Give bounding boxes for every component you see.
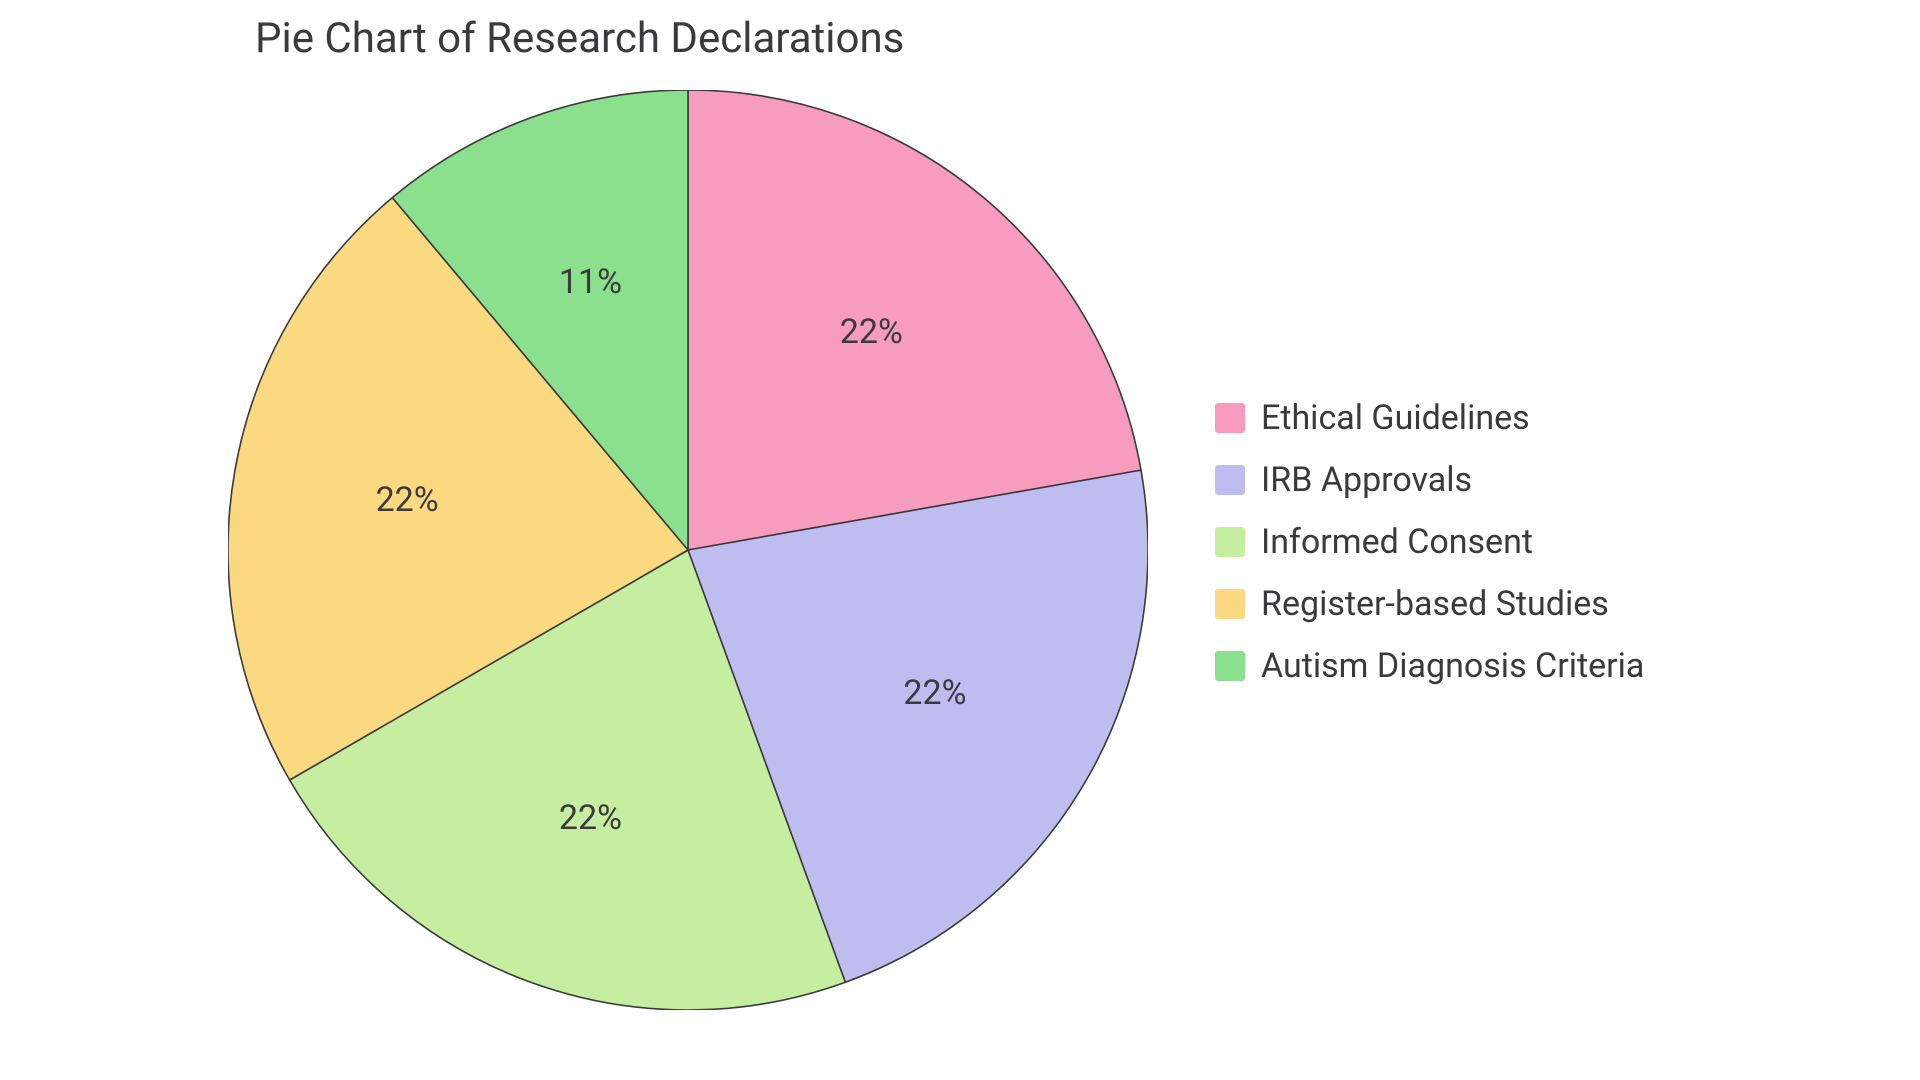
pie-container: 22% 22% 22% 22% 11% [228,90,1148,1010]
pie-slice [688,90,1141,550]
pie-slice-label: 11% [559,262,622,302]
legend-swatch [1215,527,1245,557]
legend-label: Informed Consent [1261,522,1533,562]
pie-slice-label: 22% [840,312,903,352]
legend-label: Autism Diagnosis Criteria [1261,646,1644,686]
legend-label: Register-based Studies [1261,584,1609,624]
pie-slice-label: 22% [903,673,966,713]
chart-area: Pie Chart of Research Declarations 22%22… [0,0,1920,1080]
legend-item: Autism Diagnosis Criteria [1215,646,1644,686]
pie-slice-label: 22% [376,480,439,520]
legend-label: Ethical Guidelines [1261,398,1530,438]
legend-item: IRB Approvals [1215,460,1644,500]
legend-swatch [1215,589,1245,619]
legend-swatch [1215,403,1245,433]
legend-item: Register-based Studies [1215,584,1644,624]
legend-item: Informed Consent [1215,522,1644,562]
legend-swatch [1215,465,1245,495]
legend-label: IRB Approvals [1261,460,1472,500]
legend-item: Ethical Guidelines [1215,398,1644,438]
pie-slice-label: 22% [559,798,622,838]
legend-swatch [1215,651,1245,681]
legend: Ethical Guidelines IRB Approvals Informed … [1215,398,1644,686]
pie-svg [228,90,1148,1010]
chart-title: Pie Chart of Research Declarations [255,14,904,63]
